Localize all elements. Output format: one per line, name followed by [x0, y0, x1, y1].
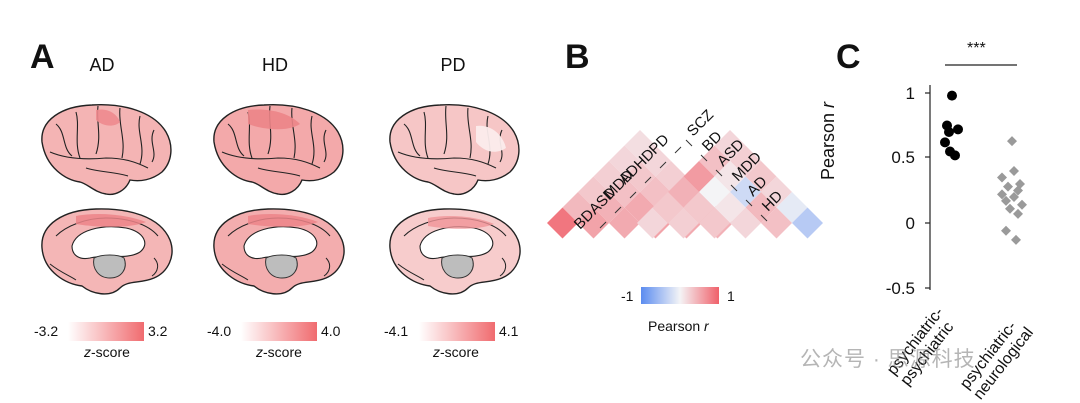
point-psych-neuro	[997, 189, 1007, 200]
point-psych-neuro	[1003, 181, 1013, 192]
heatmap-edge-tick	[614, 206, 622, 214]
heatmap-colorbar-title: Pearson r	[648, 318, 709, 334]
point-psych-neuro	[1013, 208, 1023, 219]
colorbar-hd-max: 4.0	[321, 323, 341, 339]
colorbar-hd-label: z-score	[256, 344, 302, 360]
colorbar-ad-label: z-score	[84, 344, 130, 360]
point-psych-neuro	[997, 172, 1007, 183]
heatmap-edge-tick	[730, 184, 738, 192]
point-psych-neuro	[1005, 203, 1015, 214]
heatmap-cell	[578, 207, 609, 239]
point-psych-neuro	[1009, 192, 1019, 202]
point-psych-neuro	[1011, 234, 1021, 245]
heatmap-edge-tick	[700, 154, 708, 162]
scatter-chart	[925, 64, 1027, 290]
y-tick-label-1: 1	[905, 84, 915, 103]
colorbar-pd-label: z-score	[433, 344, 479, 360]
point-psych-psych	[947, 90, 957, 101]
point-psych-psych	[953, 124, 963, 135]
point-psych-psych	[940, 137, 950, 148]
heatmap-edge-tick	[745, 199, 753, 207]
heatmap-colorbar	[641, 287, 719, 304]
brain-ad-lateral	[41, 104, 172, 196]
heatmap-edge-tick	[715, 169, 723, 177]
correlation-heatmap	[547, 130, 823, 239]
point-psych-neuro	[1017, 199, 1027, 210]
heatmap-edge-tick	[659, 161, 667, 169]
heatmap-cell	[761, 207, 792, 239]
point-psych-neuro	[1007, 136, 1017, 147]
heatmap-edge-tick	[599, 221, 607, 229]
heatmap-cell	[547, 207, 578, 239]
significance-stars: ***	[967, 40, 986, 57]
brain-title-ad: AD	[89, 55, 115, 75]
heatmap-cell	[637, 207, 668, 239]
data-points	[940, 90, 1027, 245]
colorbar-pd-max: 4.1	[499, 323, 519, 339]
heatmap-cell	[792, 207, 823, 239]
brain-title-pd: PD	[440, 55, 466, 75]
y-tick-label-neg0.5: -0.5	[885, 279, 915, 298]
y-tick-label-0: 0	[905, 214, 915, 233]
colorbar-pd-min: -4.1	[384, 323, 409, 339]
point-psych-neuro	[1001, 195, 1011, 206]
colorbar-ad-max: 3.2	[148, 323, 168, 339]
colorbar-ad-min: -3.2	[34, 323, 59, 339]
heatmap-cell	[668, 207, 699, 239]
panel-label-a: A	[30, 38, 55, 76]
colorbar-hd	[241, 322, 317, 341]
point-psych-psych	[944, 127, 954, 137]
heatmap-edge-tick	[760, 214, 768, 222]
y-axis-label: Pearson r	[818, 101, 838, 180]
brain-title-hd: HD	[262, 55, 288, 75]
point-psych-neuro	[1013, 185, 1023, 196]
heatmap-colorbar-max: 1	[727, 288, 735, 304]
brain-hd-lateral	[213, 104, 344, 196]
heatmap-edge-tick	[629, 191, 637, 199]
point-psych-neuro	[1001, 225, 1011, 236]
heatmap-cell	[699, 207, 730, 239]
point-psych-psych	[950, 150, 960, 161]
heatmap-colorbar-min: -1	[621, 288, 634, 304]
heatmap-edge-tick	[644, 176, 652, 184]
colorbar-pd	[419, 322, 495, 341]
brain-pd-medial	[389, 208, 521, 295]
y-tick-label-0.5: 0.5	[891, 148, 915, 167]
heatmap-cell	[730, 207, 761, 239]
brain-pd-lateral	[389, 104, 520, 196]
colorbar-hd-min: -4.0	[207, 323, 232, 339]
point-psych-neuro	[1009, 166, 1019, 176]
panel-label-c: C	[836, 38, 861, 76]
heatmap-edge-tick	[685, 139, 693, 147]
colorbar-ad	[68, 322, 144, 341]
heatmap-edge-tick	[674, 146, 682, 154]
brain-hd-medial	[213, 208, 345, 295]
panel-label-b: B	[565, 38, 590, 76]
watermark: 公众号 · 思源科技	[800, 348, 976, 371]
heatmap-cell	[609, 207, 640, 239]
brain-ad-medial	[41, 208, 173, 295]
